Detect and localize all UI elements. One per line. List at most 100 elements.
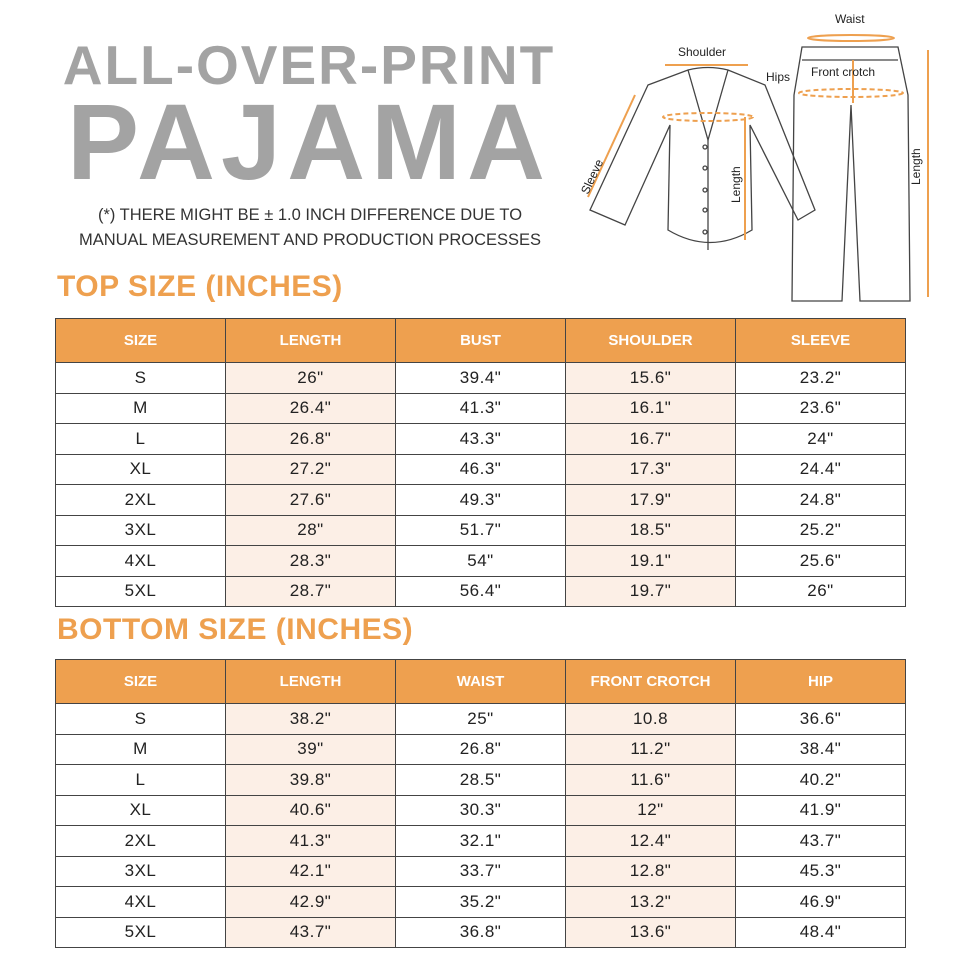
label-shoulder: Shoulder <box>678 45 726 59</box>
table-cell: 17.3" <box>565 453 736 485</box>
table-cell: S <box>55 703 226 735</box>
label-front-crotch: Front crotch <box>811 65 875 79</box>
table-row: XL 27.2" 46.3" 17.3" 24.4" <box>55 453 906 485</box>
table-cell: 36.6" <box>735 703 906 735</box>
table-row: S 38.2" 25" 10.8 36.6" <box>55 703 906 735</box>
bottom-size-heading: BOTTOM SIZE (INCHES) <box>57 613 414 646</box>
table-cell: 17.9" <box>565 484 736 516</box>
column-header: SIZE <box>55 318 226 363</box>
bottom-size-table: SIZE LENGTH WAIST FRONT CROTCH HIP S 38.2" 25"… <box>55 659 906 948</box>
table-cell: 38.2" <box>225 703 396 735</box>
table-row: L 39.8" 28.5" 11.6" 40.2" <box>55 764 906 796</box>
table-cell: 24.4" <box>735 453 906 485</box>
table-cell: 27.2" <box>225 453 396 485</box>
table-cell: 54" <box>395 545 566 577</box>
table-cell: 51.7" <box>395 514 566 546</box>
table-row: 5XL 43.7" 36.8" 13.6" 48.4" <box>55 916 906 948</box>
column-header: SLEEVE <box>735 318 906 363</box>
measurement-arrows <box>587 34 929 297</box>
table-cell: 46.9" <box>735 886 906 918</box>
table-cell: 42.9" <box>225 886 396 918</box>
table-cell: 3XL <box>55 514 226 546</box>
table-cell: 13.6" <box>565 916 736 948</box>
column-header: BUST <box>395 318 566 363</box>
top-size-table: SIZE LENGTH BUST SHOULDER SLEEVE S 26" 39.4" 15… <box>55 318 906 607</box>
table-cell: 19.1" <box>565 545 736 577</box>
table-cell: S <box>55 362 226 394</box>
table-cell: XL <box>55 794 226 826</box>
top-size-heading: TOP SIZE (INCHES) <box>57 270 343 303</box>
table-cell: 13.2" <box>565 886 736 918</box>
column-header: WAIST <box>395 659 566 704</box>
table-cell: 23.6" <box>735 392 906 424</box>
table-cell: 4XL <box>55 886 226 918</box>
column-header: LENGTH <box>225 318 396 363</box>
table-cell: 46.3" <box>395 453 566 485</box>
table-row: S 26" 39.4" 15.6" 23.2" <box>55 362 906 394</box>
table-cell: 32.1" <box>395 825 566 857</box>
table-cell: 30.3" <box>395 794 566 826</box>
table-cell: 48.4" <box>735 916 906 948</box>
table-cell: 26.8" <box>395 733 566 765</box>
table-cell: L <box>55 764 226 796</box>
measurement-note: (*) THERE MIGHT BE ± 1.0 INCH DIFFERENCE… <box>40 203 580 253</box>
table-cell: 43.3" <box>395 423 566 455</box>
table-cell: 39.4" <box>395 362 566 394</box>
table-cell: 5XL <box>55 916 226 948</box>
table-cell: 16.1" <box>565 392 736 424</box>
table-cell: 40.6" <box>225 794 396 826</box>
table-cell: 19.7" <box>565 575 736 607</box>
table-cell: 11.2" <box>565 733 736 765</box>
table-cell: 24" <box>735 423 906 455</box>
table-cell: 41.9" <box>735 794 906 826</box>
table-row: 3XL 42.1" 33.7" 12.8" 45.3" <box>55 855 906 887</box>
table-cell: 26.4" <box>225 392 396 424</box>
table-cell: 18.5" <box>565 514 736 546</box>
table-cell: 4XL <box>55 545 226 577</box>
table-cell: 24.8" <box>735 484 906 516</box>
table-cell: 39.8" <box>225 764 396 796</box>
table-cell: 38.4" <box>735 733 906 765</box>
table-cell: 41.3" <box>395 392 566 424</box>
column-header: SIZE <box>55 659 226 704</box>
table-cell: 11.6" <box>565 764 736 796</box>
table-row: M 39" 26.8" 11.2" 38.4" <box>55 733 906 765</box>
note-line-2: MANUAL MEASUREMENT AND PRODUCTION PROCES… <box>78 231 542 249</box>
table-cell: 23.2" <box>735 362 906 394</box>
column-header: FRONT CROTCH <box>565 659 736 704</box>
table-cell: 10.8 <box>565 703 736 735</box>
shirt-illustration <box>589 66 816 250</box>
table-cell: 42.1" <box>225 855 396 887</box>
table-cell: 56.4" <box>395 575 566 607</box>
table-cell: 25.6" <box>735 545 906 577</box>
table-cell: 12.4" <box>565 825 736 857</box>
table-cell: 45.3" <box>735 855 906 887</box>
table-row: XL 40.6" 30.3" 12" 41.9" <box>55 794 906 826</box>
table-cell: 27.6" <box>225 484 396 516</box>
table-row: 2XL 27.6" 49.3" 17.9" 24.8" <box>55 484 906 516</box>
column-header: HIP <box>735 659 906 704</box>
table-cell: 3XL <box>55 855 226 887</box>
title-line-2: PAJAMA <box>66 81 552 202</box>
table-cell: 35.2" <box>395 886 566 918</box>
table-cell: 26" <box>735 575 906 607</box>
table-row: 3XL 28" 51.7" 18.5" 25.2" <box>55 514 906 546</box>
column-header: SHOULDER <box>565 318 736 363</box>
table-row: M 26.4" 41.3" 16.1" 23.6" <box>55 392 906 424</box>
table-cell: XL <box>55 453 226 485</box>
table-cell: L <box>55 423 226 455</box>
table-cell: 28.3" <box>225 545 396 577</box>
table-cell: 5XL <box>55 575 226 607</box>
table-cell: 28.7" <box>225 575 396 607</box>
table-cell: 25" <box>395 703 566 735</box>
table-row: L 26.8" 43.3" 16.7" 24" <box>55 423 906 455</box>
table-cell: 39" <box>225 733 396 765</box>
table-cell: M <box>55 392 226 424</box>
table-cell: 26.8" <box>225 423 396 455</box>
table-row: 5XL 28.7" 56.4" 19.7" 26" <box>55 575 906 607</box>
table-cell: 40.2" <box>735 764 906 796</box>
table-row: 4XL 28.3" 54" 19.1" 25.6" <box>55 545 906 577</box>
table-cell: 25.2" <box>735 514 906 546</box>
pajama-measurement-diagram: Waist Shoulder Hips Front crotch Sleeve … <box>580 12 929 302</box>
table-cell: 12" <box>565 794 736 826</box>
